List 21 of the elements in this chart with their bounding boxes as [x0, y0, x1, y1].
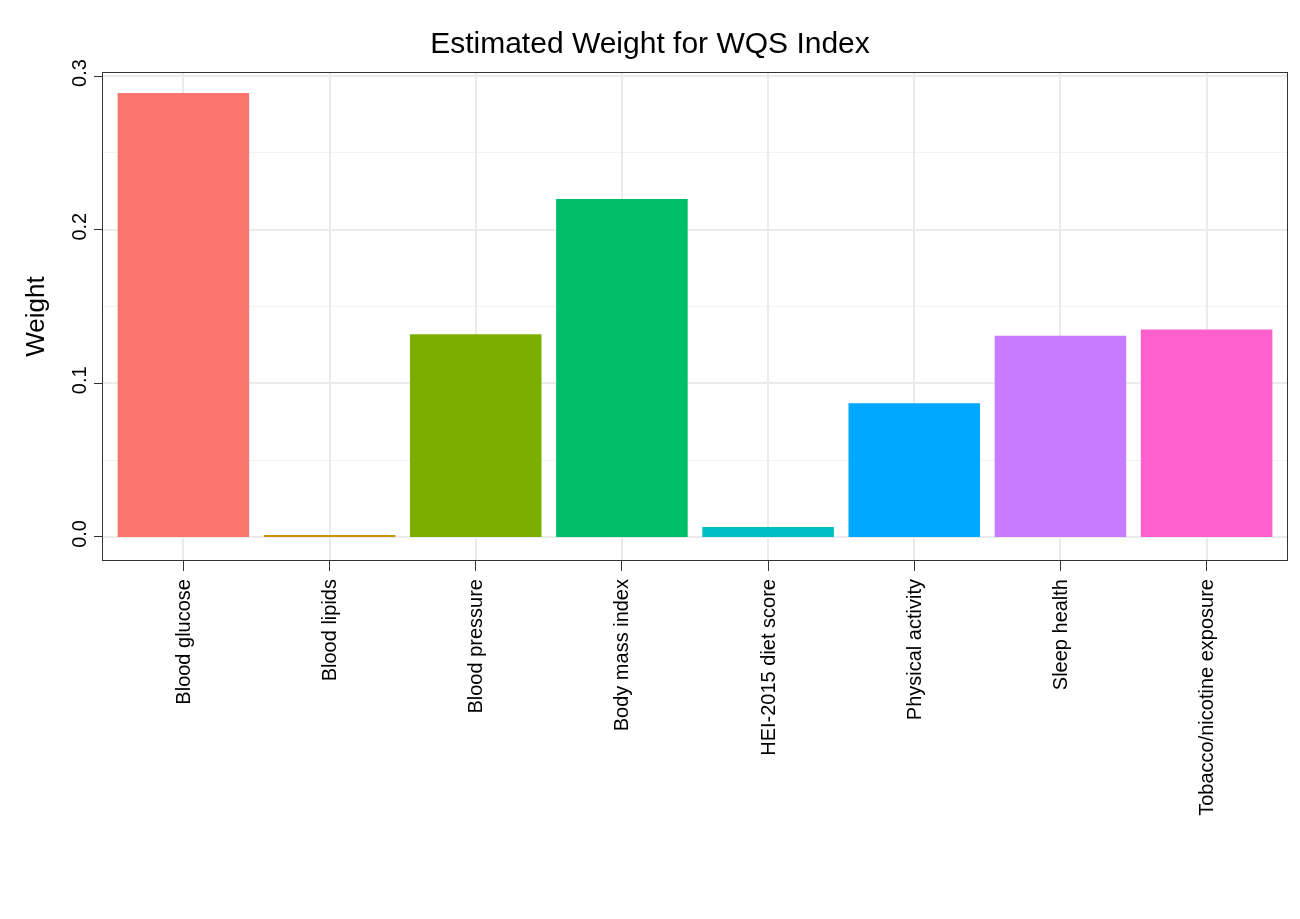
x-tick-label: Tobacco/nicotine exposure	[1195, 579, 1218, 816]
x-tick-label: Physical activity	[902, 579, 925, 721]
bar	[117, 92, 250, 537]
y-tick-label: 0.3	[68, 59, 90, 87]
bar	[994, 335, 1127, 537]
y-tick-label: 0.2	[68, 212, 90, 241]
x-tick-label: Blood lipids	[318, 579, 341, 682]
bar	[848, 403, 981, 537]
bar	[1140, 329, 1273, 537]
x-tick-label: HEI-2015 diet score	[756, 579, 779, 756]
x-tick-label: Sleep health	[1048, 579, 1071, 691]
x-tick-label: Blood glucose	[171, 579, 194, 705]
y-tick-label: 0.1	[68, 366, 90, 395]
bar	[702, 526, 834, 537]
x-tick-label: Body mass index	[610, 579, 633, 732]
chart-title: Estimated Weight for WQS Index	[430, 26, 870, 60]
bar	[409, 334, 542, 537]
y-axis-title: Weight	[20, 275, 51, 357]
y-tick-label: 0.0	[68, 520, 90, 548]
x-tick-label: Blood pressure	[464, 579, 487, 714]
bar	[556, 198, 688, 537]
